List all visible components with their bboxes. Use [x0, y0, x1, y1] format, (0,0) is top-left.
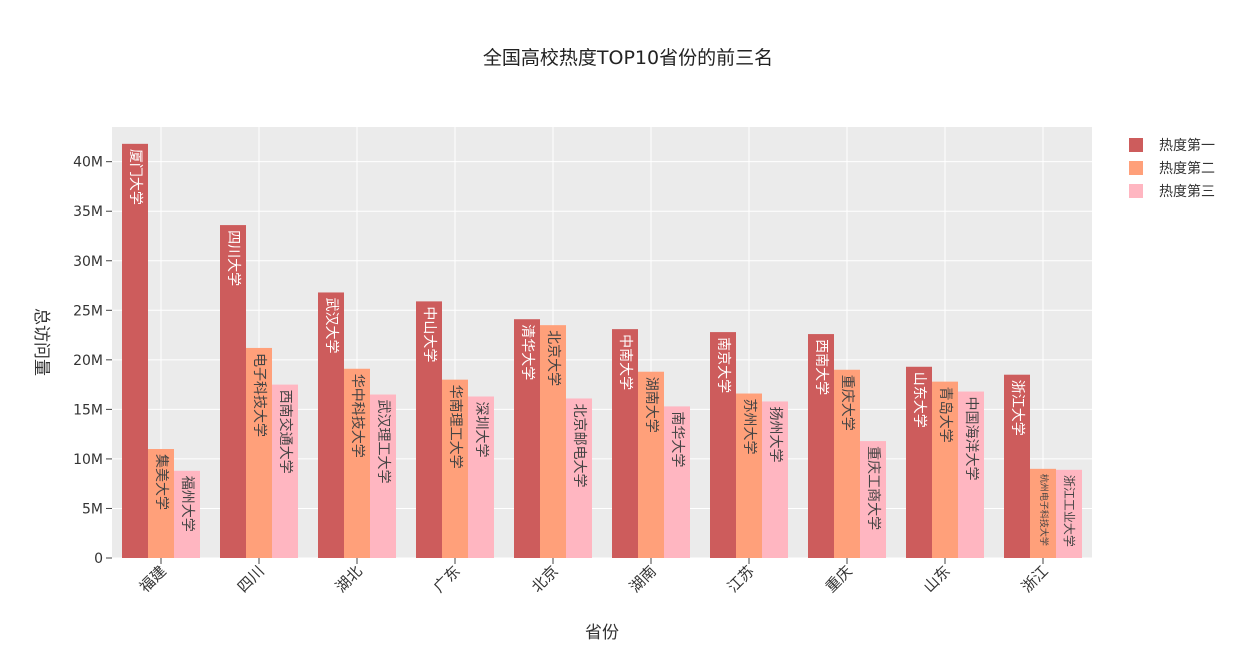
y-tick-label: 0: [94, 551, 103, 567]
bar-data-label: 浙江工业大学: [1062, 475, 1077, 547]
legend-label[interactable]: 热度第三: [1159, 183, 1215, 200]
bar-data-label: 西南交通大学: [277, 390, 294, 474]
y-tick-label: 35M: [73, 204, 103, 220]
bar-data-label: 扬州大学: [767, 406, 783, 462]
bar-data-label: 西南大学: [813, 339, 829, 395]
bar-data-label: 福州大学: [179, 476, 195, 532]
bar[interactable]: [148, 449, 174, 558]
bar[interactable]: [220, 225, 246, 558]
bar-data-label: 北京大学: [545, 330, 561, 386]
legend-label[interactable]: 热度第一: [1159, 137, 1215, 154]
y-tick-label: 15M: [73, 402, 103, 418]
bar[interactable]: [834, 369, 860, 558]
bar-data-label: 青岛大学: [937, 387, 953, 443]
y-tick-label: 25M: [73, 303, 103, 319]
bar-data-label: 集美大学: [153, 454, 170, 510]
legend-swatch[interactable]: [1129, 184, 1143, 198]
bar[interactable]: [370, 394, 396, 558]
bar[interactable]: [540, 325, 566, 558]
bar-data-label: 浙江大学: [1009, 380, 1025, 436]
bar[interactable]: [736, 393, 762, 558]
bar-data-label: 深圳大学: [473, 401, 489, 457]
bar[interactable]: [174, 470, 200, 558]
chart-title: 全国高校热度TOP10省份的前三名: [483, 47, 773, 69]
bar-data-label: 厦门大学: [127, 149, 143, 205]
bar-data-label: 武汉理工大学: [375, 400, 391, 484]
bar[interactable]: [906, 366, 932, 558]
bar-data-label: 重庆大学: [839, 375, 855, 431]
bar-data-label: 中国海洋大学: [963, 397, 979, 481]
bar[interactable]: [1004, 374, 1030, 558]
x-axis-title: 省份: [585, 623, 619, 643]
bar-data-label: 南华大学: [669, 411, 685, 467]
bar[interactable]: [638, 371, 664, 558]
bar[interactable]: [344, 368, 370, 558]
bar[interactable]: [1056, 469, 1082, 558]
bar[interactable]: [932, 381, 958, 558]
bar[interactable]: [710, 332, 736, 558]
legend-swatch[interactable]: [1129, 161, 1143, 175]
bar-data-label: 北京邮电大学: [571, 403, 587, 487]
bar[interactable]: [958, 391, 984, 558]
bar-data-label: 华中科技大学: [349, 374, 365, 458]
bar[interactable]: [514, 319, 540, 558]
y-tick-label: 20M: [73, 353, 103, 369]
bar[interactable]: [612, 329, 638, 558]
bar[interactable]: [122, 143, 148, 558]
bar[interactable]: [318, 292, 344, 558]
bar-data-label: 中山大学: [421, 306, 437, 362]
legend-swatch[interactable]: [1129, 138, 1143, 152]
y-axis-title: 总访问量: [31, 308, 51, 376]
bar[interactable]: [246, 347, 272, 558]
bar-data-label: 杭州电子科技大学: [1038, 474, 1050, 546]
bar-data-label: 四川大学: [225, 230, 241, 286]
bar[interactable]: [860, 441, 886, 558]
bar-data-label: 南京大学: [715, 337, 731, 393]
y-tick-label: 10M: [73, 452, 103, 468]
bar[interactable]: [442, 379, 468, 558]
bar[interactable]: [762, 401, 788, 558]
bar-data-label: 武汉大学: [323, 297, 339, 353]
bar[interactable]: [416, 301, 442, 558]
y-tick-label: 40M: [73, 155, 103, 171]
bar-data-label: 华南理工大学: [447, 385, 463, 469]
bar-data-label: 中南大学: [617, 334, 633, 390]
legend-label[interactable]: 热度第二: [1159, 160, 1215, 177]
bar-data-label: 清华大学: [519, 324, 535, 380]
bar-data-label: 苏州大学: [741, 399, 757, 455]
bar-data-label: 山东大学: [911, 372, 927, 428]
bar-data-label: 重庆工商大学: [865, 446, 881, 530]
bar[interactable]: [468, 396, 494, 558]
y-tick-label: 5M: [82, 501, 103, 517]
bar[interactable]: [808, 334, 834, 558]
bar-data-label: 湖南大学: [643, 377, 659, 433]
bar[interactable]: [272, 384, 298, 558]
bar[interactable]: [664, 406, 690, 558]
bar[interactable]: [1030, 468, 1056, 558]
y-tick-label: 30M: [73, 254, 103, 270]
bar-data-label: 电子科技大学: [251, 353, 267, 437]
bar[interactable]: [566, 398, 592, 558]
